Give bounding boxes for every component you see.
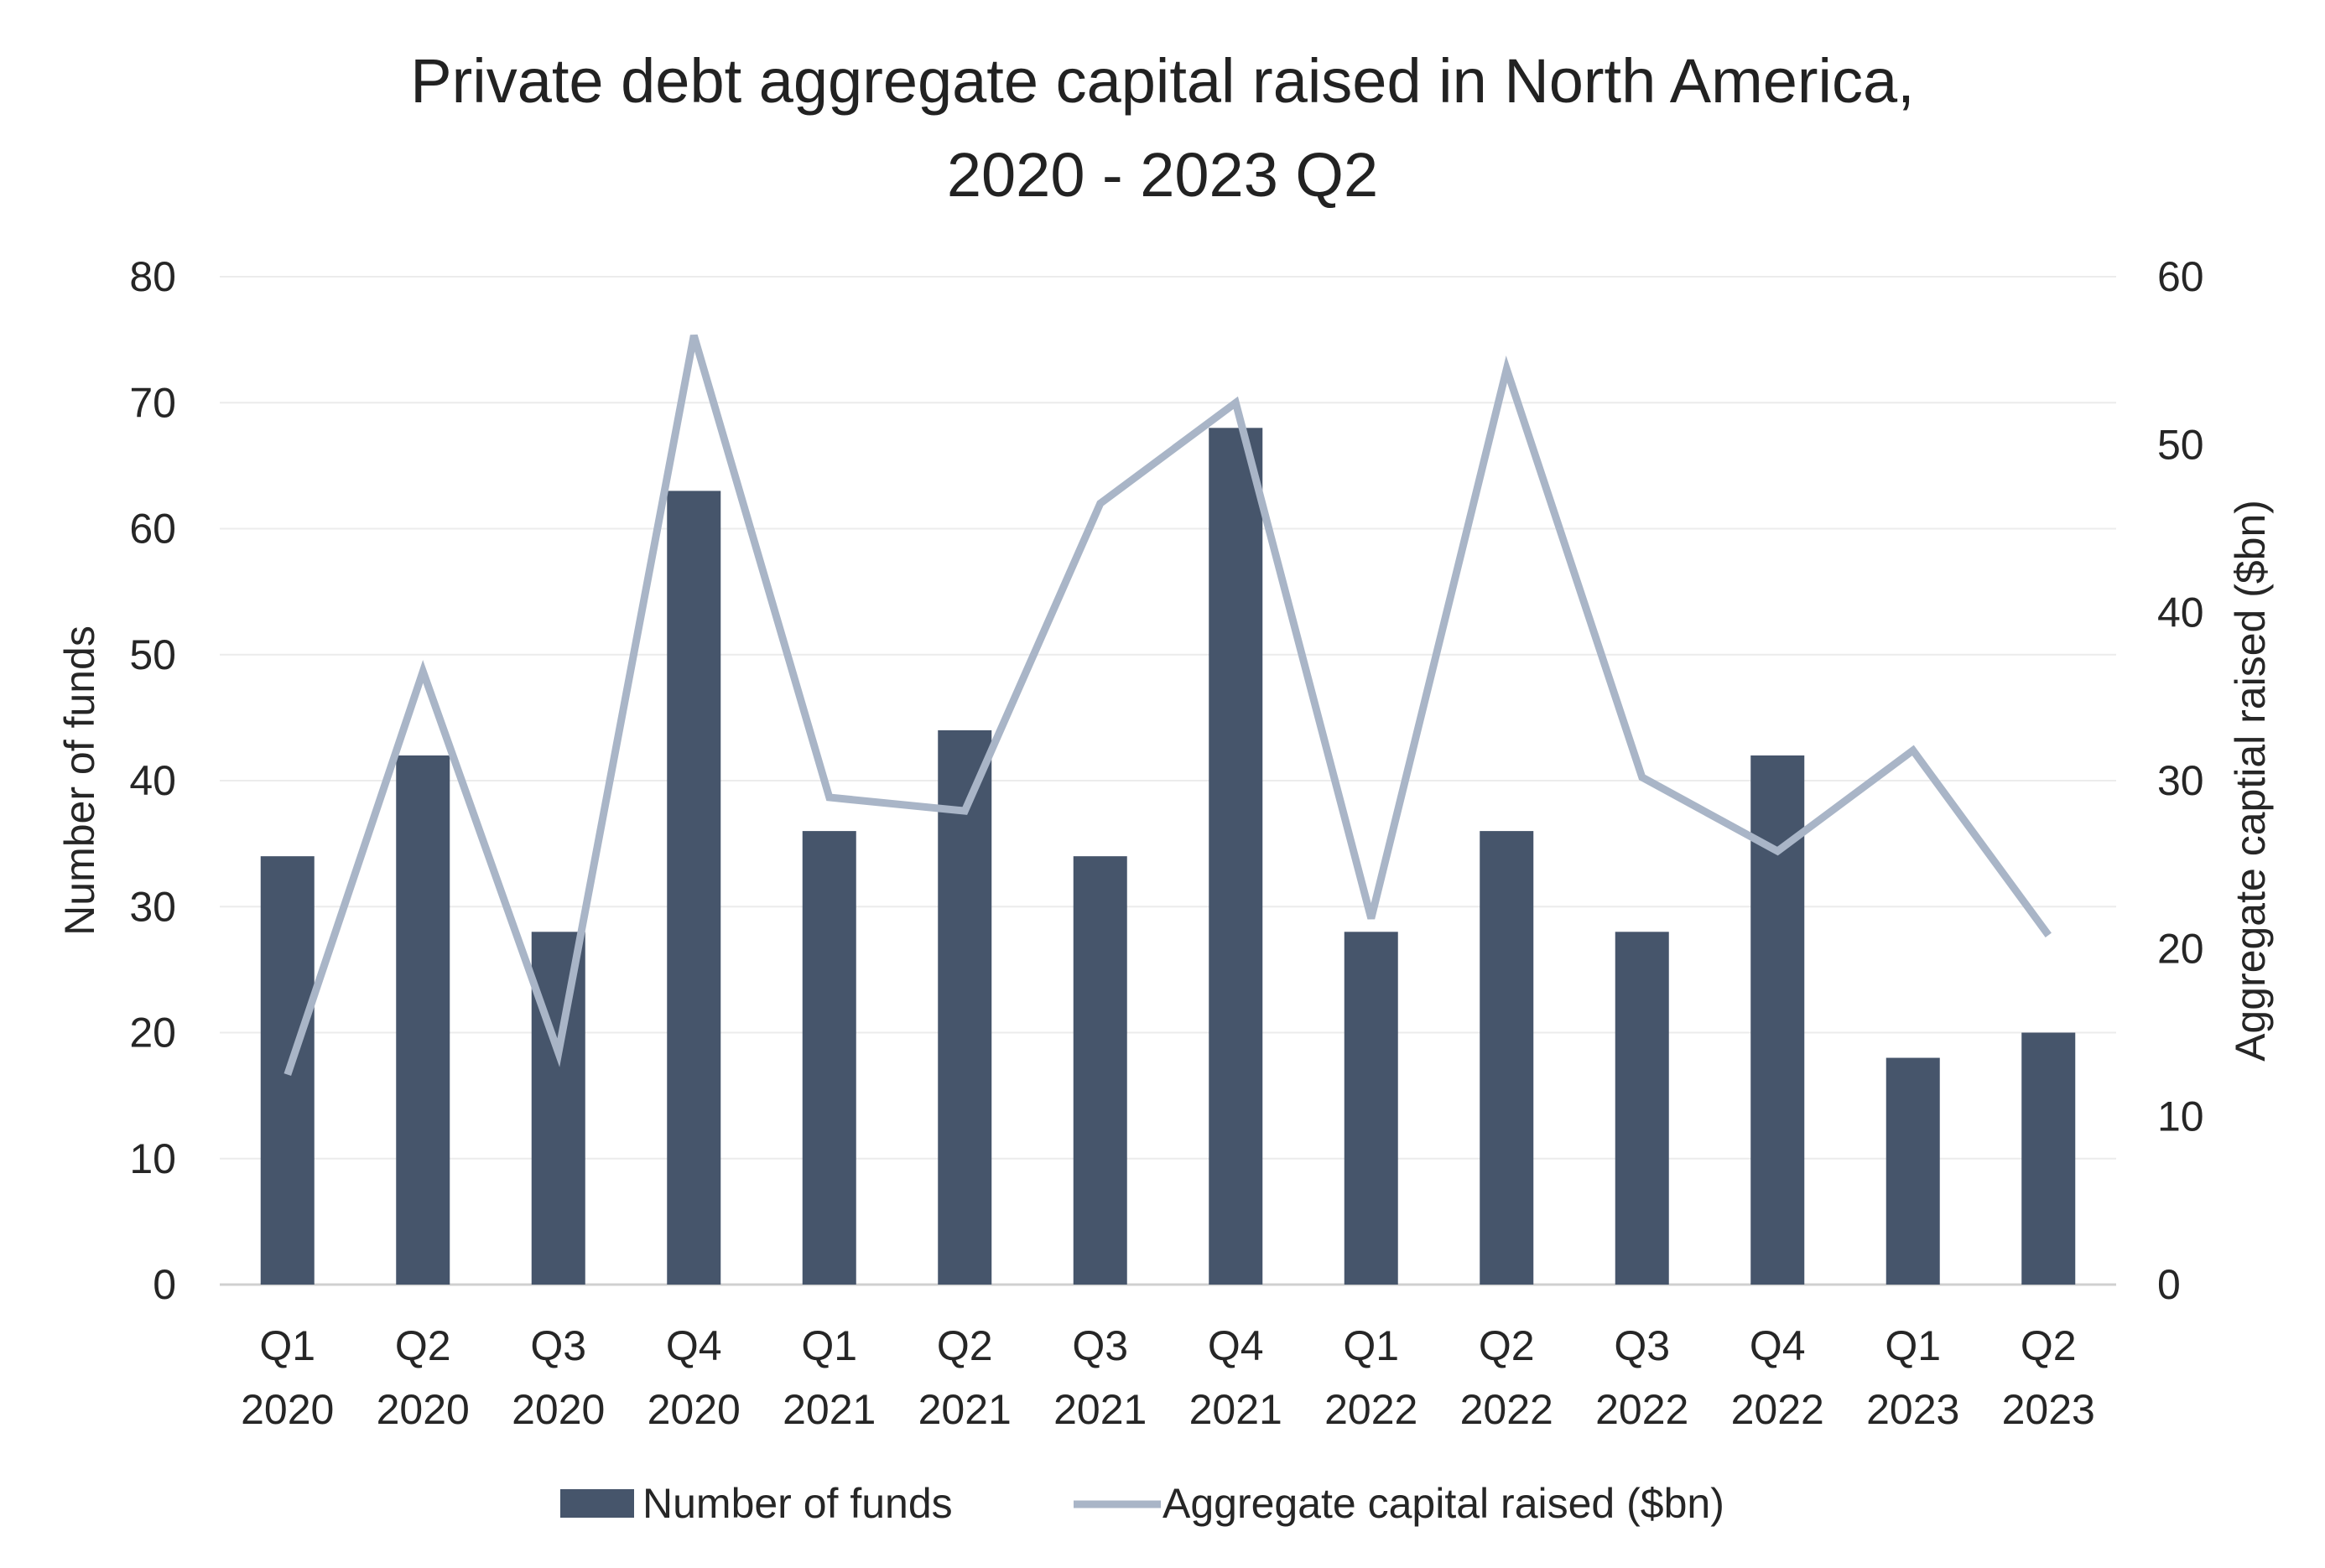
y-left-tick-label: 60	[129, 506, 176, 553]
x-tick-label: Q3	[1614, 1322, 1670, 1369]
x-tick-label: 2022	[1731, 1386, 1824, 1433]
legend-label-number-of-funds: Number of funds	[642, 1480, 953, 1527]
y-left-tick-label: 40	[129, 757, 176, 804]
bar-number-of-funds[interactable]	[667, 491, 721, 1285]
y-left-tick-label: 10	[129, 1135, 176, 1182]
x-tick-label: 2020	[648, 1386, 741, 1433]
x-tick-label: 2023	[2002, 1386, 2095, 1433]
y-right-tick-label: 10	[2157, 1093, 2204, 1140]
x-tick-label: 2021	[1189, 1386, 1282, 1433]
bar-number-of-funds[interactable]	[938, 729, 992, 1285]
bar-number-of-funds[interactable]	[531, 932, 585, 1285]
bar-number-of-funds[interactable]	[1073, 856, 1127, 1285]
x-tick-label: 2021	[1053, 1386, 1147, 1433]
x-tick-label: Q3	[1072, 1322, 1128, 1369]
y-left-tick-label: 30	[129, 883, 176, 930]
bar-number-of-funds[interactable]	[2021, 1032, 2076, 1285]
bar-number-of-funds[interactable]	[1209, 428, 1263, 1285]
x-tick-label: 2020	[241, 1386, 334, 1433]
bar-number-of-funds[interactable]	[802, 831, 856, 1285]
x-tick-label: Q1	[1343, 1322, 1399, 1369]
legend-swatch-number-of-funds	[560, 1489, 634, 1518]
y-left-tick-label: 80	[129, 253, 176, 300]
x-tick-label: Q4	[1208, 1322, 1264, 1369]
bar-number-of-funds[interactable]	[1344, 932, 1398, 1285]
x-tick-label: Q4	[1750, 1322, 1806, 1369]
y-left-tick-label: 50	[129, 631, 176, 678]
x-tick-label: 2022	[1324, 1386, 1417, 1433]
bar-number-of-funds[interactable]	[396, 755, 450, 1285]
y-right-tick-label: 20	[2157, 925, 2204, 972]
x-tick-label: 2022	[1595, 1386, 1688, 1433]
x-tick-label: 2021	[918, 1386, 1012, 1433]
x-tick-label: Q1	[801, 1322, 857, 1369]
x-tick-label: Q2	[1479, 1322, 1535, 1369]
bar-number-of-funds[interactable]	[1480, 831, 1534, 1285]
x-tick-label: 2022	[1460, 1386, 1553, 1433]
legend-label-aggregate-capital: Aggregate capital raised ($bn)	[1162, 1480, 1724, 1527]
x-tick-label: 2020	[512, 1386, 605, 1433]
y-right-axis-title: Aggregate captial raised ($bn)	[2227, 500, 2274, 1062]
x-tick-label: Q1	[1885, 1322, 1941, 1369]
y-left-axis-title: Number of funds	[56, 626, 103, 936]
x-tick-label: Q2	[2021, 1322, 2077, 1369]
bar-number-of-funds[interactable]	[1615, 932, 1669, 1285]
x-tick-label: Q4	[666, 1322, 722, 1369]
y-left-tick-label: 20	[129, 1010, 176, 1057]
y-right-tick-label: 40	[2157, 589, 2204, 636]
x-tick-label: Q2	[937, 1322, 993, 1369]
y-left-tick-label: 70	[129, 379, 176, 426]
x-tick-label: 2023	[1866, 1386, 1959, 1433]
y-right-tick-label: 50	[2157, 421, 2204, 468]
y-right-tick-label: 0	[2157, 1261, 2181, 1308]
y-left-tick-label: 0	[153, 1261, 176, 1308]
x-tick-label: Q2	[395, 1322, 451, 1369]
bar-number-of-funds[interactable]	[1885, 1057, 1940, 1285]
x-tick-label: 2021	[783, 1386, 876, 1433]
chart-title-line: Private debt aggregate capital raised in…	[410, 46, 1914, 116]
y-right-tick-label: 30	[2157, 757, 2204, 804]
chart-title-line: 2020 - 2023 Q2	[947, 140, 1378, 210]
x-tick-label: Q1	[259, 1322, 315, 1369]
x-tick-label: Q3	[530, 1322, 586, 1369]
line-aggregate-capital[interactable]	[283, 334, 2052, 1077]
x-tick-label: 2020	[377, 1386, 470, 1433]
y-right-tick-label: 60	[2157, 253, 2204, 300]
